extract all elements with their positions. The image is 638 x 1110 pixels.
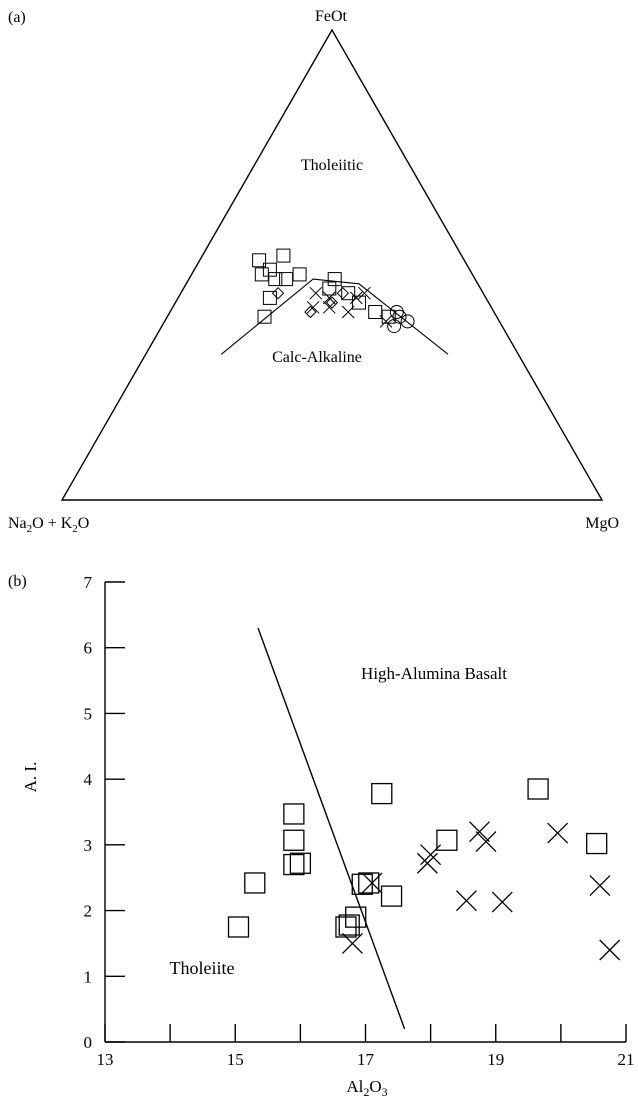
scatter-point-square [345,906,367,928]
ternary-point-square [254,267,269,282]
y-tick-label: 6 [84,639,93,658]
scatter-point-square [371,782,393,805]
ternary-point-square [368,305,383,319]
scatter-point-square [338,914,360,936]
y-tick-label: 2 [84,902,93,921]
ternary-point-diamond [304,305,317,319]
ternary-point-diamond [325,296,339,309]
scatter-points [227,778,621,961]
scatter-panel: (b) 0 1 2 3 4 5 6 7 13 15 17 19 21 A. I. Al2O3 High… [8,573,635,1099]
ternary-point-square [268,272,283,287]
x-ticks: 13 15 17 19 21 [97,1024,635,1069]
ternary-points [252,248,415,334]
x-tick-label: 15 [227,1050,244,1069]
scatter-point-square [586,832,608,855]
x-tick-label: 13 [97,1050,114,1069]
ternary-point-cross [322,291,336,305]
scatter-point-square [436,829,458,851]
scatter-point-cross [491,891,513,913]
panel-a-label: (a) [8,9,26,26]
y-ticks: 0 1 2 3 4 5 6 7 [84,573,125,1052]
y-tick-label: 5 [84,704,93,723]
scatter-point-cross [589,875,611,897]
scatter-point-square [283,853,305,876]
scatter-point-cross [416,852,438,874]
field-label-calc-alkaline: Calc-Alkaline [272,349,362,366]
panel-b-label: (b) [8,573,27,590]
ternary-point-square [327,272,342,287]
field-label-tholeiite: Tholeiite [170,958,235,978]
ternary-point-circle [387,319,402,334]
scatter-point-cross [475,831,497,853]
ternary-point-cross [358,286,371,300]
ternary-point-cross [379,315,393,328]
ternary-point-square [262,262,277,277]
x-tick-label: 21 [618,1050,635,1069]
y-tick-label: 1 [84,967,93,986]
ternary-point-square [252,253,267,268]
y-tick-label: 7 [84,573,93,592]
ternary-point-circle [400,314,415,329]
scatter-point-square [289,852,312,874]
field-label-tholeiitic: Tholeiitic [301,157,363,174]
scatter-point-square [527,778,549,800]
x-tick-label: 17 [357,1050,375,1069]
scatter-point-cross [599,939,621,961]
ternary-point-square [292,267,307,282]
scatter-point-square [358,872,380,894]
y-tick-label: 3 [84,836,93,855]
ternary-point-cross [309,286,323,300]
scatter-point-cross [342,932,363,954]
scatter-point-cross [547,822,569,844]
alumina-boundary-line [257,627,406,1030]
scatter-point-cross [361,872,383,894]
x-tick-label: 19 [487,1050,504,1069]
scatter-point-square [380,885,403,907]
scatter-point-square [351,873,373,895]
y-tick-label: 0 [84,1033,93,1052]
x-axis-label: Al2O3 [346,1077,387,1099]
ternary-point-cross [322,300,336,314]
ternary-point-square [276,248,291,263]
ternary-triangle [60,28,604,501]
ternary-point-diamond [336,286,350,300]
ternary-point-cross [306,300,320,314]
ternary-boundary-line [220,278,449,355]
ternary-point-square [322,281,337,296]
ternary-point-circle [389,305,404,319]
ternary-point-cross [349,291,363,305]
apex-top-label: FeOt [315,8,348,25]
ternary-point-square [257,309,272,324]
scatter-point-cross [420,844,442,866]
scatter-point-cross [469,821,490,843]
ternary-point-square [352,295,366,310]
ternary-point-cross [341,305,355,319]
ternary-point-diamond [271,286,285,300]
ternary-point-square [262,290,277,305]
scatter-point-cross [455,890,477,912]
scatter-point-square [283,829,305,851]
scatter-point-square [244,872,266,894]
field-label-high-alumina-basalt: High-Alumina Basalt [361,664,507,683]
apex-bottom-right-label: MgO [585,515,619,532]
y-tick-label: 4 [84,770,93,789]
scatter-point-square [227,916,250,938]
apex-bottom-left-label: Na2O + K2O [8,515,89,535]
ternary-panel: (a) FeOt Na2O + K2O MgO Tholeiitic Calc-… [8,8,619,535]
scatter-point-square [283,803,305,825]
y-axis-label: A. I. [21,762,40,793]
ternary-point-square [341,286,356,301]
